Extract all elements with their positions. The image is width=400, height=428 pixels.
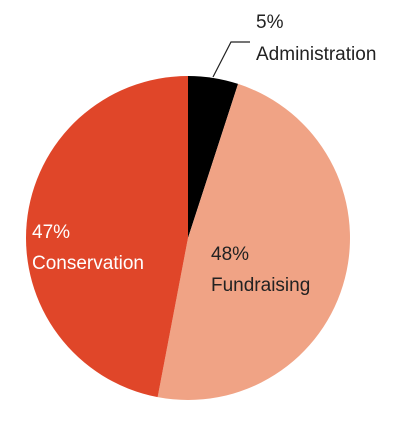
pie-name-label-administration: Administration <box>256 44 376 65</box>
pie-name-label-conservation: Conservation <box>32 253 144 274</box>
pie-percent-label-fundraising: 48% <box>211 244 249 265</box>
pie-percent-label-conservation: 47% <box>32 222 70 243</box>
pie-percent-label-administration: 5% <box>256 12 284 33</box>
administration-leader-line <box>212 41 250 78</box>
pie-slice-conservation <box>26 76 188 398</box>
pie-slices <box>26 76 350 400</box>
pie-slice-administration <box>188 76 239 238</box>
pie-slice-fundraising <box>157 83 350 400</box>
pie-labels: 5% Administration 48% Fundraising 47% Conserv… <box>32 12 376 296</box>
pie-name-label-fundraising: Fundraising <box>211 275 310 296</box>
